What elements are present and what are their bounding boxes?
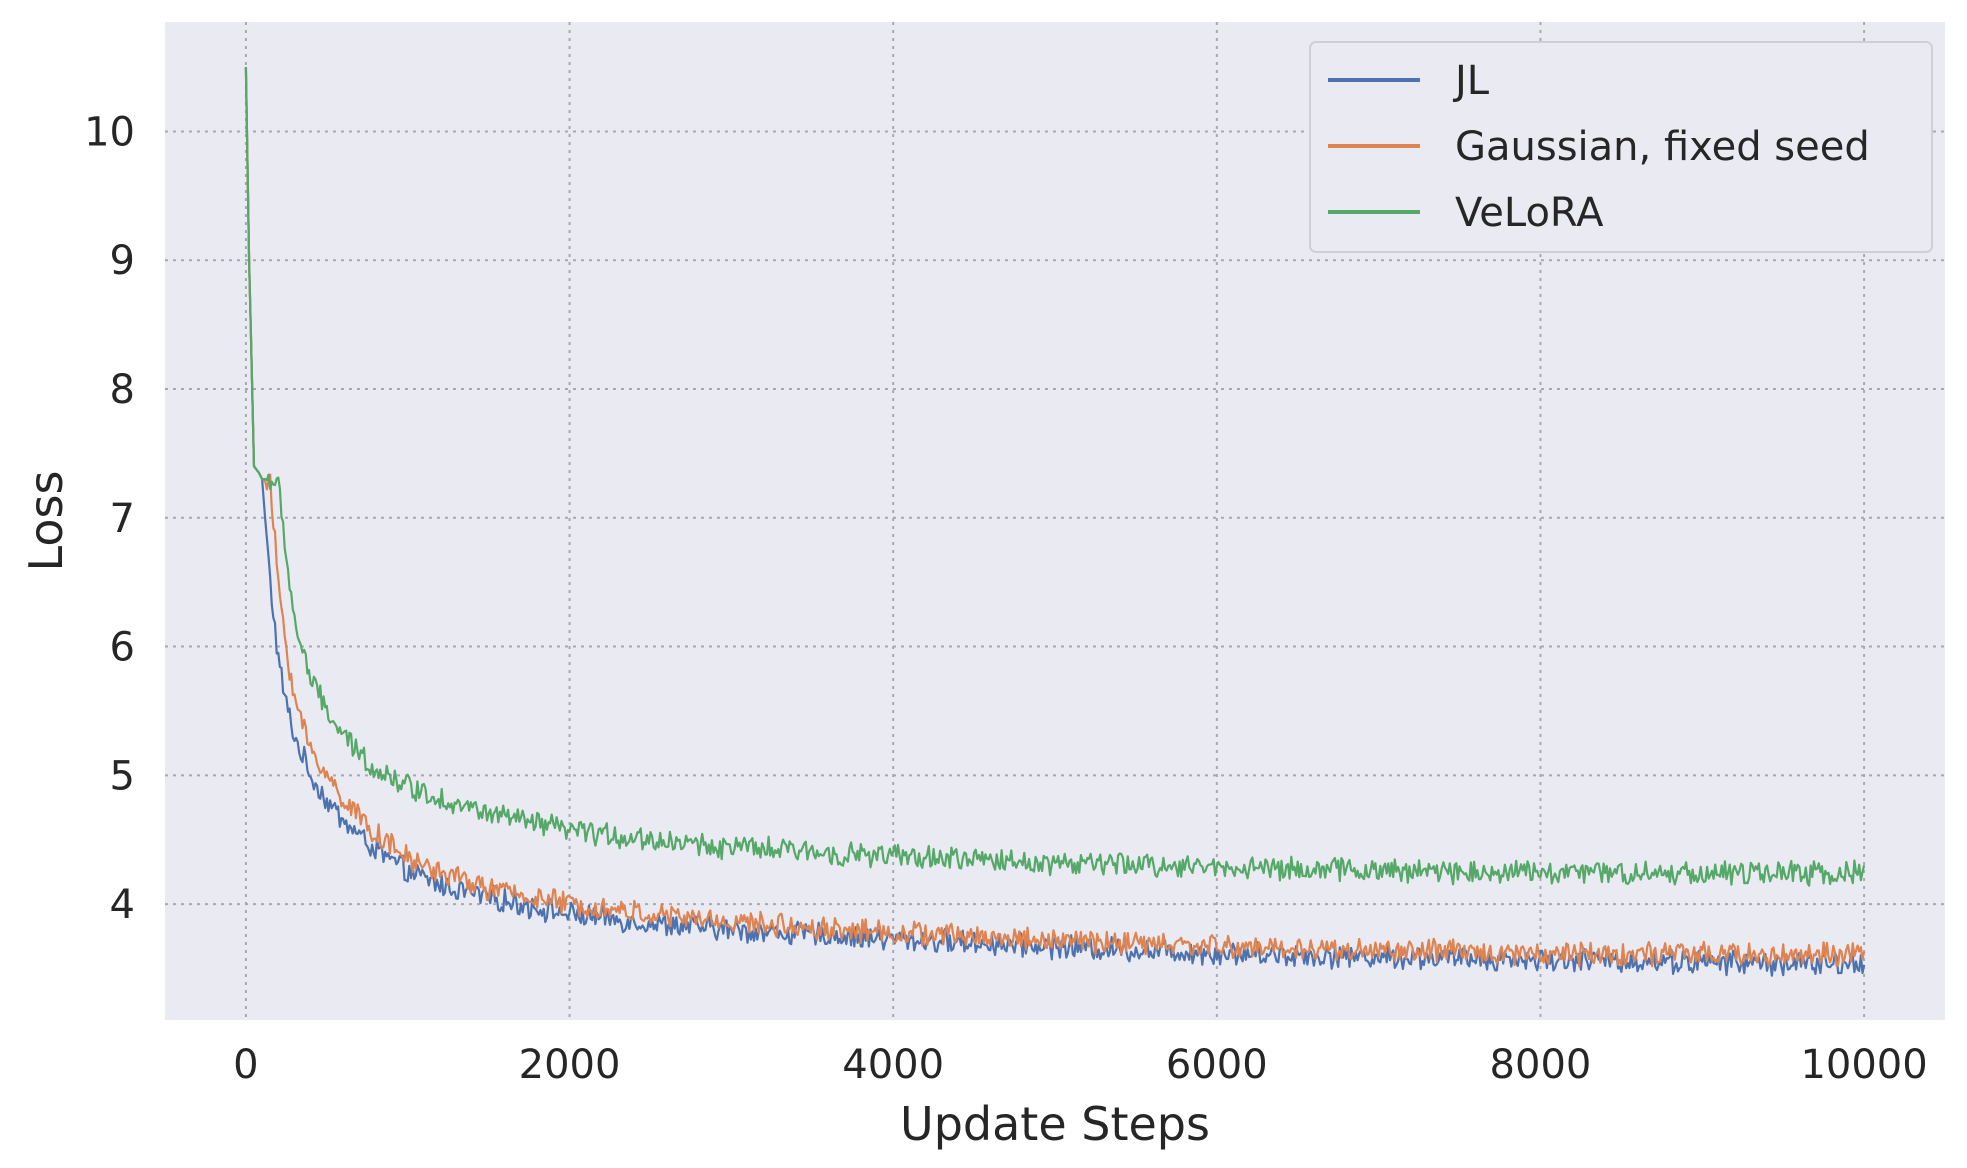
x-tick-label: 4000 xyxy=(842,1042,944,1088)
series-line xyxy=(244,67,1866,968)
y-tick-label: 6 xyxy=(110,625,135,671)
tick-layer: 0 2000 4000 6000 8000 10000 4 5 6 7 8 9 10 xyxy=(84,109,1928,1088)
y-tick-label: 5 xyxy=(110,753,135,799)
grid-layer xyxy=(165,22,1945,1020)
x-tick-label: 10000 xyxy=(1800,1042,1927,1088)
y-tick-label: 4 xyxy=(110,882,135,928)
y-tick-label: 10 xyxy=(84,109,135,155)
x-axis-title: Update Steps xyxy=(900,1097,1210,1151)
legend-label: VeLoRA xyxy=(1455,190,1604,236)
series-layer xyxy=(244,67,1866,977)
legend-items: JL Gaussian, fixed seed VeLoRA xyxy=(1328,58,1870,236)
x-tick-label: 6000 xyxy=(1166,1042,1268,1088)
y-tick-label: 9 xyxy=(110,238,135,284)
legend-label: JL xyxy=(1452,58,1490,104)
x-tick-label: 0 xyxy=(233,1042,258,1088)
series-line xyxy=(244,67,1866,887)
legend: JL Gaussian, fixed seed VeLoRA xyxy=(1309,41,1933,253)
x-tick-label: 2000 xyxy=(519,1042,621,1088)
y-tick-label: 7 xyxy=(110,496,135,542)
x-tick-label: 8000 xyxy=(1490,1042,1592,1088)
legend-box xyxy=(1309,41,1933,253)
y-axis-title: Loss xyxy=(19,471,73,572)
y-tick-label: 8 xyxy=(110,367,135,413)
legend-label: Gaussian, fixed seed xyxy=(1455,124,1870,170)
